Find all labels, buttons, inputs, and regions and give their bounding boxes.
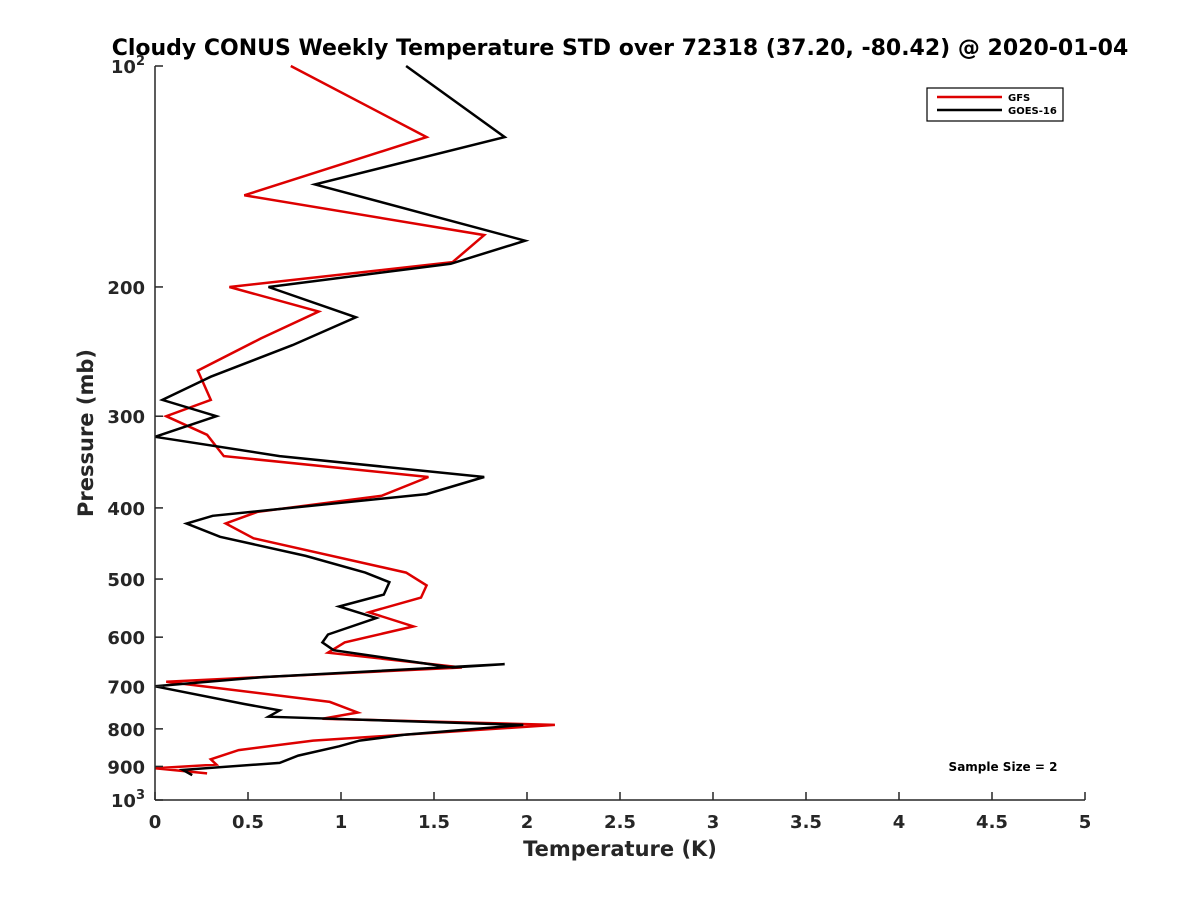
- y-tick-label: 700: [107, 677, 145, 698]
- legend-label-gfs: GFS: [1008, 93, 1030, 104]
- x-tick-label: 4: [893, 812, 906, 833]
- y-tick-label: 500: [107, 570, 145, 591]
- y-tick-label: 300: [107, 407, 145, 428]
- x-tick-label: 3.5: [790, 812, 822, 833]
- y-tick-label: 400: [107, 499, 145, 520]
- x-tick-label: 3: [707, 812, 720, 833]
- plot-area: [154, 64, 555, 777]
- series-line-gfs: [154, 64, 555, 775]
- x-tick-label: 2.5: [604, 812, 636, 833]
- x-tick-label: 0: [149, 812, 162, 833]
- y-tick-label: 600: [107, 628, 145, 649]
- x-tick-label: 4.5: [976, 812, 1008, 833]
- series-line-goes-16: [154, 64, 530, 777]
- legend: GFS GOES-16: [926, 87, 1064, 122]
- sample-size-annotation: Sample Size = 2: [949, 760, 1058, 774]
- y-axis-label: Pressure (mb): [74, 349, 98, 517]
- legend-box: [926, 87, 1064, 122]
- x-tick-label: 1: [335, 812, 348, 833]
- y-tick-label: 102: [111, 54, 145, 78]
- y-tick-label: 103: [111, 788, 145, 812]
- x-tick-label: 0.5: [232, 812, 264, 833]
- x-tick-label: 1.5: [418, 812, 450, 833]
- x-tick-label: 2: [521, 812, 534, 833]
- y-ticks: 200 300 400 500 600 700 800 900 102 103: [107, 54, 163, 812]
- y-tick-label: 900: [107, 757, 145, 778]
- y-tick-label: 800: [107, 720, 145, 741]
- legend-label-goes-16: GOES-16: [1008, 106, 1057, 117]
- x-ticks: 0 0.5 1 1.5 2 2.5 3 3.5 4 4.5 5: [149, 792, 1092, 833]
- x-axis-label: Temperature (K): [523, 837, 717, 861]
- chart-title: Cloudy CONUS Weekly Temperature STD over…: [112, 36, 1129, 61]
- x-tick-label: 5: [1079, 812, 1092, 833]
- y-tick-label: 200: [107, 278, 145, 299]
